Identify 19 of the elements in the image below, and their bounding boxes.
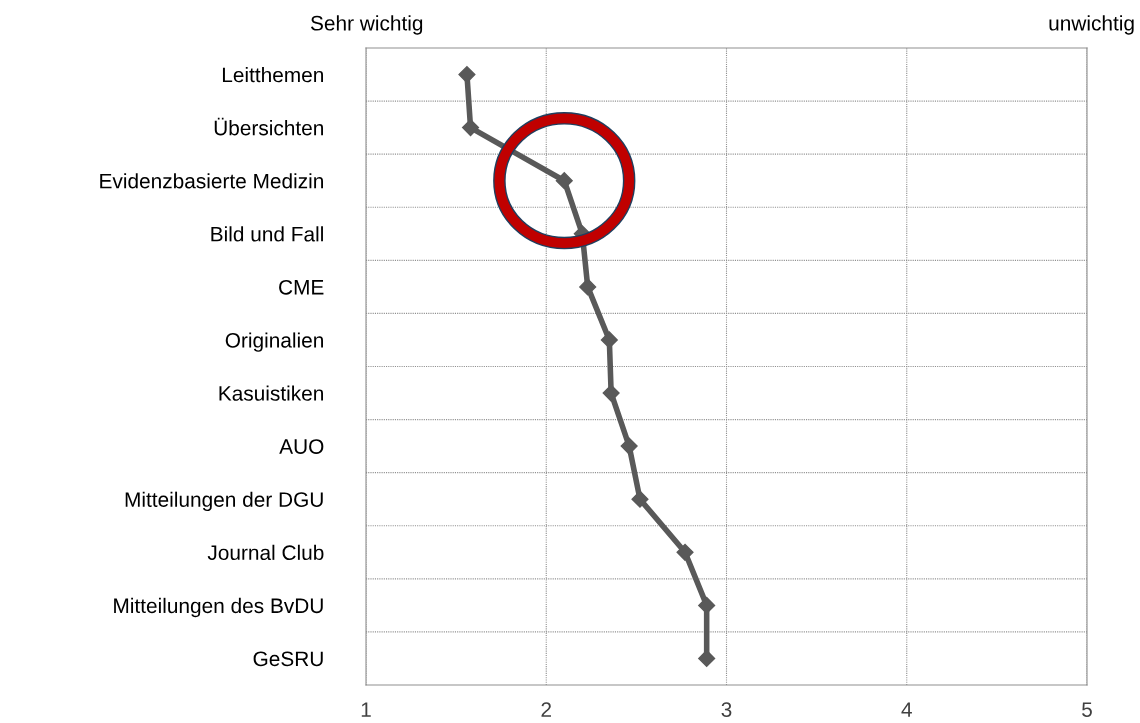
y-tick-label: AUO bbox=[279, 439, 324, 454]
y-tick-label: Originalien bbox=[225, 332, 323, 352]
y-tick-label: Leitthemen bbox=[222, 66, 323, 83]
text: Sehr wichtig bbox=[310, 15, 423, 35]
x-tick-label: 4 bbox=[901, 702, 912, 717]
text: unwichtig bbox=[1049, 15, 1134, 35]
x-tick-label: 1 bbox=[361, 702, 371, 717]
y-tick-label: Journal Club bbox=[207, 544, 324, 561]
x-tick-label: 5 bbox=[1082, 702, 1092, 717]
x-tick-label: 3 bbox=[721, 702, 732, 717]
y-tick-label: Mitteilungen des BvDU bbox=[114, 597, 323, 618]
x-tick-label: 2 bbox=[541, 702, 551, 717]
y-tick-label: Kasuistiken bbox=[219, 385, 323, 401]
y-tick-label: Bild und Fall bbox=[211, 226, 323, 242]
y-tick-label: GeSRU bbox=[253, 651, 323, 667]
y-tick-label: Übersichten bbox=[214, 117, 323, 136]
y-tick-label: Mitteilungen der DGU bbox=[125, 491, 323, 512]
y-tick-label: CME bbox=[279, 279, 324, 295]
y-tick-label: Evidenzbasierte Medizin bbox=[100, 173, 323, 189]
